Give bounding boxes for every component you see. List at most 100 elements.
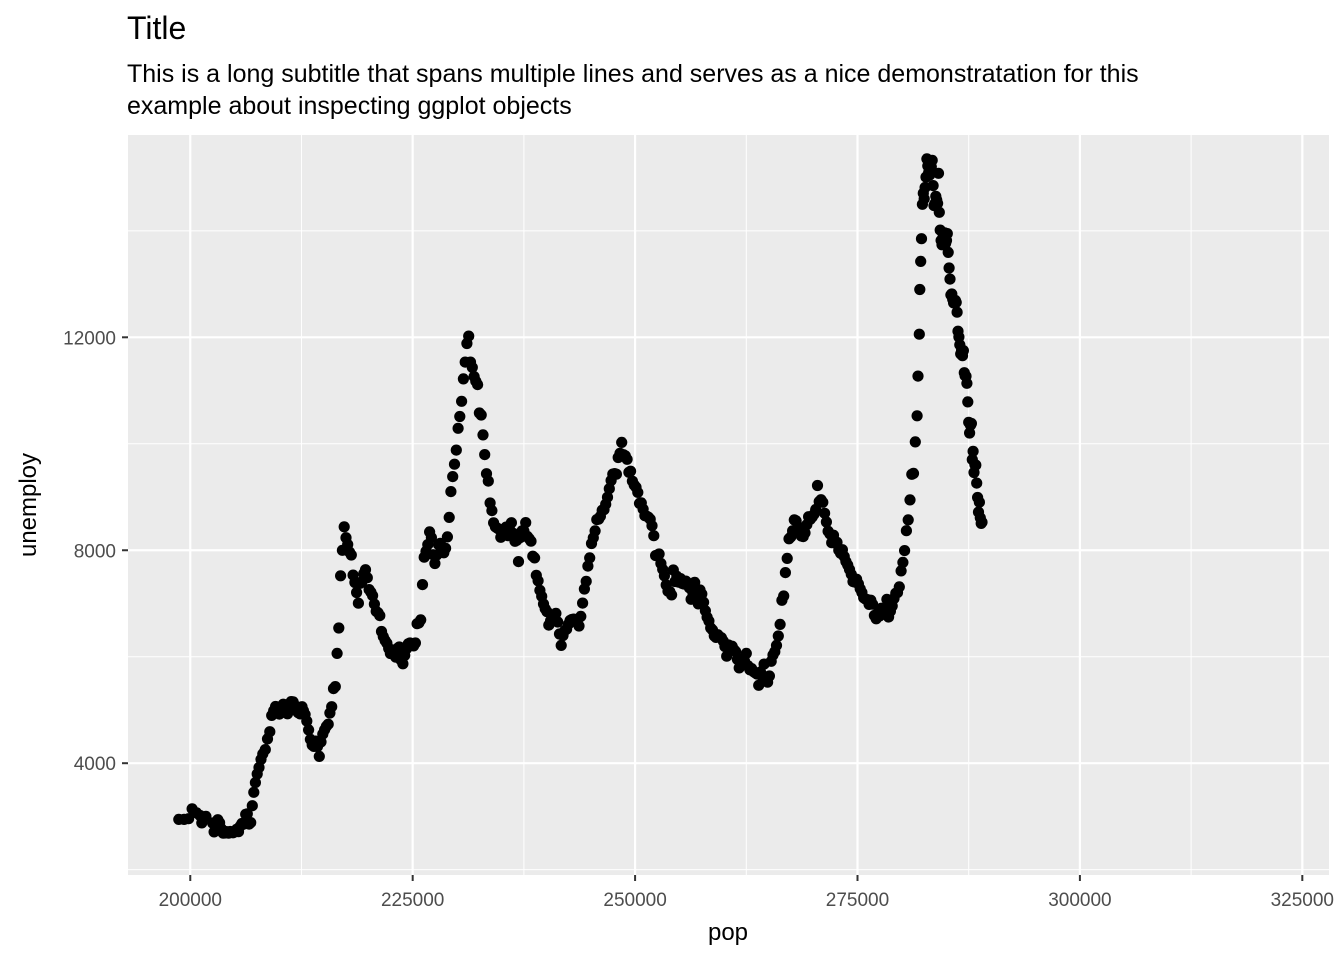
data-point	[893, 581, 905, 593]
x-tick-label: 200000	[159, 890, 222, 911]
data-point	[550, 607, 562, 620]
data-point	[450, 444, 462, 456]
data-point	[625, 465, 637, 477]
data-point	[933, 206, 945, 218]
data-point	[740, 647, 752, 660]
y-tick-label: 8000	[74, 541, 116, 562]
data-point	[322, 718, 334, 730]
data-point	[914, 283, 926, 296]
data-point	[183, 813, 195, 825]
data-point	[573, 620, 585, 632]
data-point	[589, 525, 601, 537]
data-point	[335, 570, 347, 582]
data-point	[962, 396, 974, 408]
data-point	[774, 618, 786, 631]
data-point	[770, 639, 783, 652]
data-point	[632, 486, 644, 498]
data-point	[259, 744, 271, 756]
data-point	[915, 255, 927, 267]
data-point	[932, 197, 944, 209]
data-point	[820, 516, 833, 528]
chart-subtitle-line-2: example about inspecting ggplot objects	[127, 92, 572, 120]
data-point	[374, 610, 386, 622]
data-point	[941, 228, 953, 240]
data-point	[361, 572, 373, 584]
data-point	[457, 373, 469, 385]
data-point	[779, 567, 792, 579]
data-point	[532, 575, 544, 587]
data-point	[425, 532, 437, 544]
data-point	[331, 647, 343, 660]
data-point	[648, 530, 660, 542]
data-point	[248, 786, 260, 798]
data-point	[577, 597, 589, 609]
data-point	[580, 575, 592, 587]
data-point	[415, 614, 427, 626]
data-point	[367, 590, 379, 602]
x-tick-label: 325000	[1271, 890, 1334, 911]
data-point	[867, 598, 879, 610]
data-point	[698, 596, 710, 608]
data-point	[475, 409, 487, 421]
plot-panel	[128, 135, 1329, 875]
data-point	[512, 556, 525, 568]
data-point	[416, 579, 429, 591]
data-point	[575, 610, 587, 623]
data-point	[918, 193, 930, 205]
data-point	[440, 542, 452, 554]
x-tick-label: 250000	[603, 890, 666, 911]
x-axis: 200000 225000 250000 275000 300000 325000	[159, 875, 1334, 911]
data-point	[971, 477, 983, 489]
data-point	[443, 511, 455, 523]
data-point	[301, 715, 313, 727]
chart-subtitle-line-1: This is a long subtitle that spans multi…	[127, 60, 1139, 88]
data-point	[621, 453, 633, 465]
data-point	[241, 808, 253, 820]
data-point	[976, 516, 988, 528]
data-point	[912, 370, 924, 382]
data-point	[477, 429, 489, 441]
data-point	[472, 379, 484, 391]
data-point	[973, 496, 986, 508]
y-tick-label: 12000	[63, 328, 116, 349]
data-point	[763, 670, 776, 682]
data-point	[927, 180, 939, 192]
data-point	[529, 552, 541, 564]
data-point	[246, 800, 258, 812]
data-point	[970, 459, 982, 471]
data-point	[249, 777, 261, 789]
data-point	[957, 345, 970, 357]
data-point	[653, 548, 665, 560]
chart-title: Title	[127, 10, 186, 46]
data-point	[479, 449, 491, 461]
data-point	[352, 597, 364, 609]
data-point	[658, 570, 671, 582]
data-point	[601, 491, 614, 503]
data-point	[505, 517, 517, 529]
data-point	[951, 306, 963, 318]
data-point	[902, 514, 914, 526]
data-point	[616, 436, 628, 448]
y-axis-title: unemploy	[15, 453, 42, 557]
y-tick-label: 4000	[74, 754, 116, 775]
data-point	[351, 586, 363, 599]
data-point	[926, 154, 938, 166]
data-point	[666, 589, 678, 601]
data-point	[942, 246, 954, 258]
data-point	[584, 552, 596, 564]
data-point	[897, 556, 909, 569]
data-point	[326, 701, 338, 713]
data-point	[454, 410, 466, 423]
data-point	[811, 479, 824, 492]
data-point	[447, 471, 459, 483]
data-point	[944, 273, 956, 285]
data-point	[909, 436, 921, 448]
data-point	[429, 557, 441, 570]
y-axis: 4000 8000 12000	[63, 328, 128, 775]
data-point	[965, 417, 978, 430]
data-point	[943, 262, 955, 274]
data-point	[555, 639, 567, 652]
x-tick-label: 275000	[826, 890, 889, 911]
data-point	[333, 622, 345, 634]
data-point	[466, 361, 478, 373]
